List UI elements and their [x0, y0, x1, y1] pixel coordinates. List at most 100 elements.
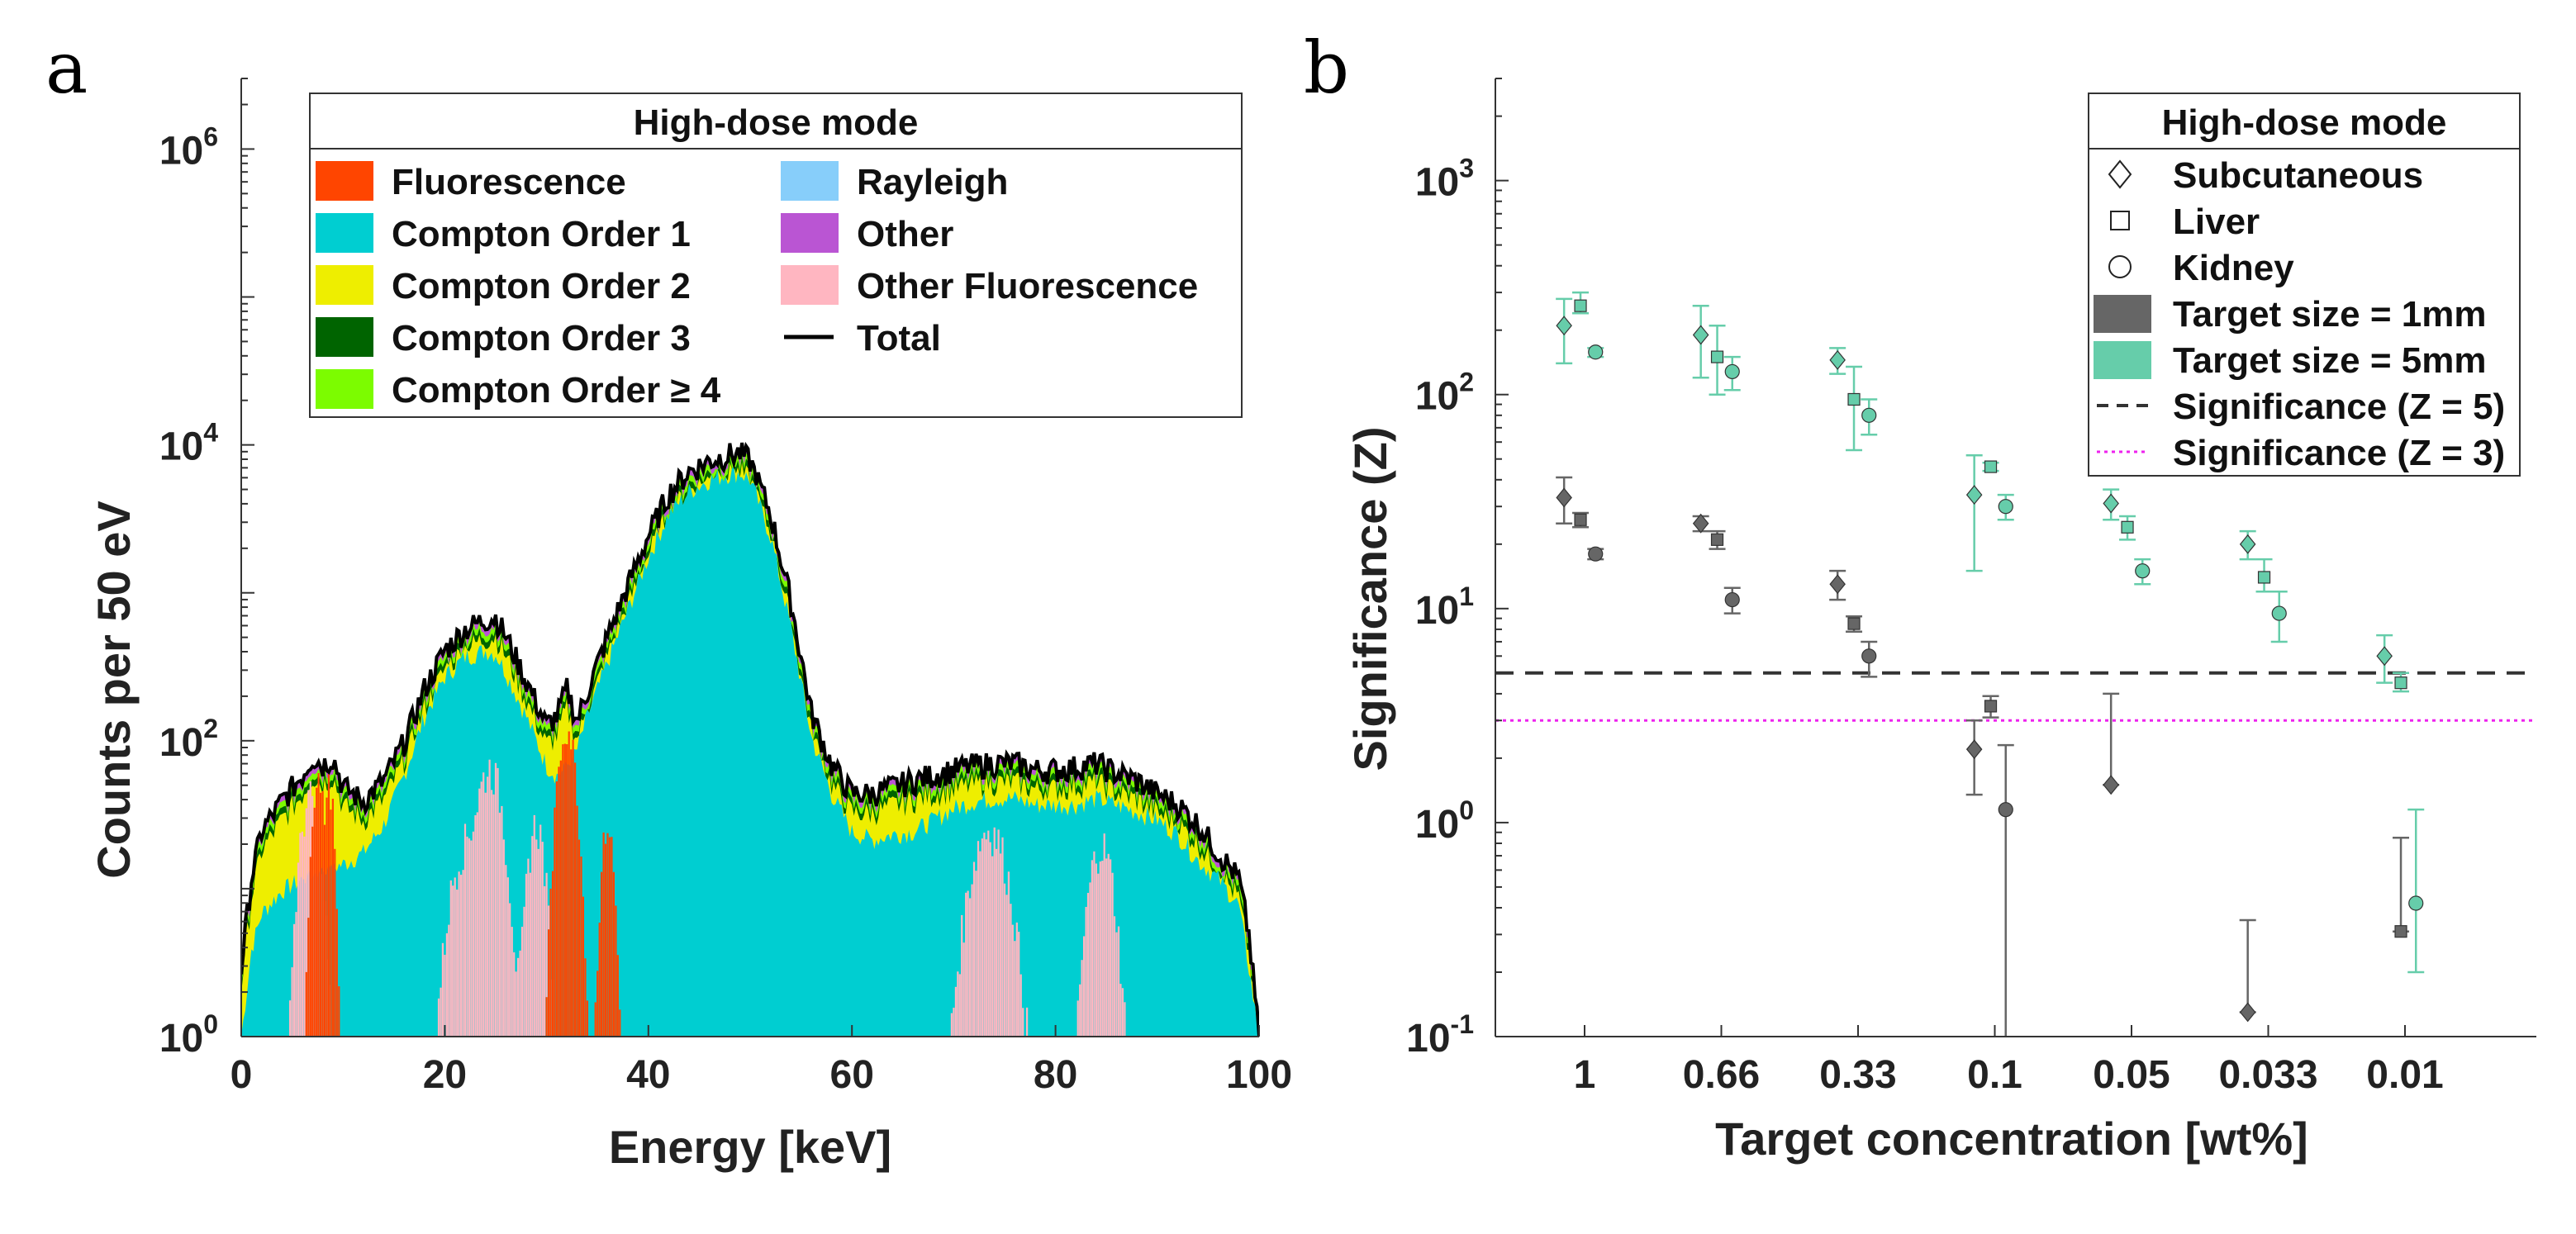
other-fluorescence-bar	[962, 942, 965, 1037]
other-fluorescence-bar	[1113, 916, 1116, 1037]
other-fluorescence-bar	[513, 952, 516, 1037]
other-fluorescence-bar	[492, 794, 495, 1037]
fluorescence-bar	[568, 731, 570, 1037]
other-fluorescence-bar	[470, 840, 473, 1037]
fluorescence-bar	[584, 958, 587, 1037]
point-kidney-1mm	[1998, 802, 2013, 818]
point-kidney-1mm	[1724, 591, 1740, 608]
fluorescence-bar	[545, 997, 548, 1037]
legend-swatch-compton3	[316, 317, 373, 357]
other-fluorescence-bar	[545, 872, 548, 1037]
legend-label-total: Total	[857, 318, 941, 358]
legend-swatch-compton1	[316, 213, 373, 253]
other-fluorescence-bar	[1005, 895, 1008, 1037]
other-fluorescence-bar	[1010, 904, 1012, 1037]
other-fluorescence-bar	[1014, 941, 1016, 1037]
fluorescence-bar	[311, 826, 314, 1037]
other-fluorescence-bar	[445, 933, 449, 1037]
legend-label-other: Other	[857, 214, 953, 254]
fluorescence-bar	[307, 918, 310, 1037]
other-fluorescence-bar	[291, 967, 293, 1037]
other-fluorescence-bar	[519, 950, 521, 1037]
point-subcutaneous-1mm	[2103, 775, 2119, 795]
point-subcutaneous-5mm	[2376, 646, 2393, 667]
point-kidney-1mm	[1861, 648, 1877, 664]
panel-b-y-tick-label-exp: 0	[1459, 795, 1474, 825]
fluorescence-bar	[606, 833, 609, 1037]
panel-a-x-tick-label: 80	[1034, 1053, 1077, 1097]
fluorescence-bar	[572, 739, 574, 1037]
panel-b-y-axis-label: Significance (Z)	[1344, 427, 1396, 771]
other-fluorescence-bar	[965, 892, 967, 1037]
other-fluorescence-bar	[975, 871, 977, 1037]
legend-swatch-other	[781, 213, 839, 253]
other-fluorescence-bar	[527, 858, 530, 1037]
other-fluorescence-bar	[515, 971, 517, 1037]
legend-swatch-size_5mm	[2094, 341, 2151, 379]
panel-b-legend-label: Target size = 5mm	[2173, 340, 2486, 381]
point-liver-5mm	[1847, 392, 1861, 406]
panel-b-x-tick-label: 0.033	[2218, 1053, 2317, 1097]
panel-b-x-axis-label: Target concentration [wt%]	[1715, 1113, 2308, 1165]
legend-swatch-other_fluorescence	[781, 265, 839, 305]
panel-b-plot-area	[1495, 291, 2536, 1037]
legend-label-rayleigh: Rayleigh	[857, 162, 1008, 202]
panel-b-y-tick-label-base: 10	[1415, 161, 1459, 205]
other-fluorescence-bar	[1097, 873, 1100, 1037]
panel-a-y-tick-label-base: 10	[159, 1017, 203, 1061]
other-fluorescence-bar	[452, 885, 454, 1037]
panel-b-legend-box	[2088, 93, 2521, 477]
other-fluorescence-bar	[529, 872, 532, 1037]
other-fluorescence-bar	[449, 880, 452, 1037]
legend-swatch-compton4	[316, 369, 373, 409]
fluorescence-bar	[335, 909, 338, 1037]
other-fluorescence-bar	[295, 912, 297, 1037]
panel-a-plot-area	[241, 441, 1259, 1037]
fluorescence-bar	[554, 807, 556, 1037]
other-fluorescence-bar	[307, 790, 310, 1037]
legend-label-compton3: Compton Order 3	[392, 318, 691, 358]
other-fluorescence-bar	[297, 862, 300, 1037]
other-fluorescence-bar	[437, 998, 440, 1037]
other-fluorescence-bar	[1026, 1007, 1029, 1037]
other-fluorescence-bar	[1018, 932, 1020, 1037]
point-subcutaneous-1mm	[2239, 1002, 2256, 1023]
fluorescence-bar	[320, 792, 322, 1037]
panel-a-letter: a	[45, 27, 88, 110]
other-fluorescence-bar	[505, 865, 507, 1037]
other-fluorescence-bar	[1079, 984, 1081, 1037]
other-fluorescence-bar	[498, 812, 501, 1037]
fluorescence-bar	[604, 843, 607, 1037]
other-fluorescence-bar	[468, 838, 471, 1037]
point-subcutaneous-1mm	[1692, 513, 1709, 534]
fluorescence-bar	[338, 986, 340, 1037]
other-fluorescence-bar	[969, 898, 972, 1037]
fluorescence-bar	[598, 923, 601, 1037]
panel-b-legend-title: High-dose mode	[2162, 102, 2447, 143]
other-fluorescence-bar	[991, 856, 994, 1037]
other-fluorescence-bar	[954, 986, 958, 1037]
point-kidney-5mm	[2408, 895, 2424, 911]
panel-b-legend-label: Kidney	[2173, 248, 2294, 288]
panel-b-y-tick-label: 102	[1415, 368, 1474, 419]
other-fluorescence-bar	[501, 805, 503, 1037]
legend-label-compton2: Compton Order 2	[392, 266, 691, 306]
legend-swatch-fluorescence	[316, 161, 373, 201]
fluorescence-bar	[608, 837, 611, 1037]
panel-b-chart: 1 0.66 0.33 0.1 0.05 0.033 0.0110-110010110210…	[1344, 78, 2536, 1165]
other-fluorescence-bar	[1015, 922, 1018, 1037]
other-fluorescence-bar	[958, 974, 961, 1037]
panel-b-letter: b	[1304, 27, 1349, 110]
panel-a-y-tick-label: 106	[159, 121, 218, 173]
other-fluorescence-bar	[1081, 960, 1083, 1037]
other-fluorescence-bar	[1011, 924, 1014, 1037]
fluorescence-bar	[555, 781, 558, 1037]
fluorescence-bar	[317, 773, 320, 1037]
point-subcutaneous-1mm	[1829, 574, 1846, 595]
other-fluorescence-bar	[472, 831, 475, 1037]
fluorescence-bar	[558, 767, 560, 1037]
panel-b-legend-label: Liver	[2173, 202, 2260, 242]
other-fluorescence-bar	[541, 842, 544, 1037]
other-fluorescence-bar	[441, 942, 444, 1037]
